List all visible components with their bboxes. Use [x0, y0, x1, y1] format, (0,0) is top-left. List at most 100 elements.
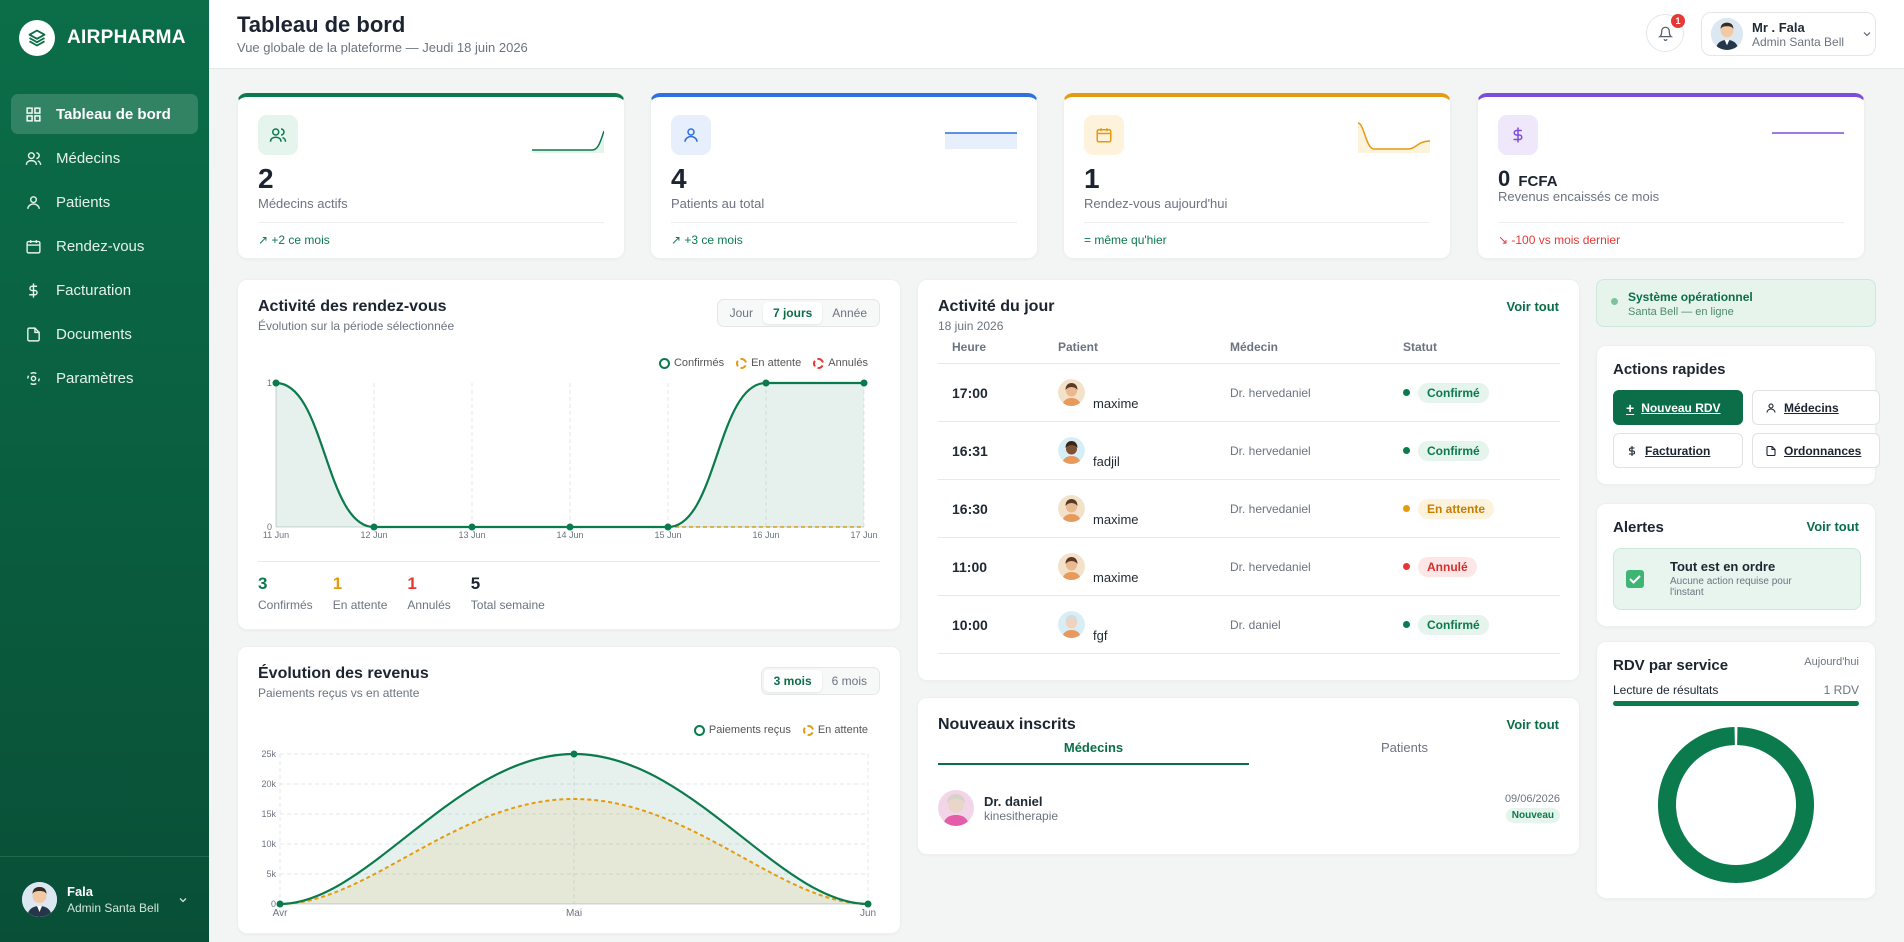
sidebar-item-settings[interactable]: Paramètres: [11, 358, 198, 398]
y-tick-label: 15k: [261, 809, 276, 819]
tab-year[interactable]: Année: [832, 306, 867, 320]
donut-slice: [1658, 727, 1814, 883]
series-area: [280, 754, 868, 904]
button-label: Médecins: [1784, 400, 1839, 415]
stat-card-appointments[interactable]: 1 Rendez-vous aujourd'hui = même qu'hier: [1063, 93, 1451, 259]
system-status-title: Système opérationnel: [1628, 290, 1753, 304]
x-tick-label: 17 Jun: [850, 530, 877, 540]
sidebar: AIRPHARMA Tableau de bord Médecins Patie…: [0, 0, 209, 942]
sidebar-item-doctors[interactable]: Médecins: [11, 138, 198, 178]
table-row[interactable]: 16:31 fadjil Dr. hervedaniel Confirmé: [938, 422, 1560, 480]
legend-item[interactable]: Confirmés: [658, 357, 725, 369]
cell-patient: fadjil: [1048, 437, 1220, 469]
stat-card-doctors[interactable]: 2 Médecins actifs ↗ +2 ce mois: [237, 93, 625, 259]
cell-patient: maxime: [1048, 495, 1220, 527]
alert-item: Tout est en ordre Aucune action requise …: [1613, 548, 1861, 610]
users-icon: [258, 115, 298, 155]
users-icon: [25, 151, 42, 165]
divider: [671, 222, 1017, 223]
sidebar-item-appointments[interactable]: Rendez-vous: [11, 226, 198, 266]
legend-marker: [802, 724, 814, 736]
patient-name: fgf: [1093, 628, 1108, 643]
stat-unit: FCFA: [1518, 173, 1558, 190]
summary-value: 1: [332, 574, 343, 593]
column-header[interactable]: Heure: [952, 340, 987, 354]
new-appointment-button[interactable]: + Nouveau RDV: [1613, 390, 1743, 425]
tab-doctors[interactable]: Médecins: [938, 740, 1249, 765]
see-all-link[interactable]: Voir tout: [1806, 519, 1859, 534]
tab-6-months[interactable]: 6 mois: [831, 674, 867, 688]
legend-item[interactable]: En attente: [736, 357, 801, 369]
data-point: [570, 750, 578, 758]
table-header: Heure Patient Médecin Statut: [938, 340, 1560, 364]
cell-time: 16:30: [952, 500, 988, 517]
tab-patients[interactable]: Patients: [1381, 740, 1428, 755]
legend-item[interactable]: Annulés: [813, 357, 868, 369]
divider: [258, 561, 880, 562]
sparkline: [945, 132, 1017, 149]
calendar-icon: [1084, 115, 1124, 155]
legend-label: Confirmés: [673, 357, 725, 369]
x-tick-label: 16 Jun: [752, 530, 779, 540]
stat-label: Revenus encaissés ce mois: [1498, 189, 1660, 204]
settings-icon: [27, 371, 40, 385]
legend-label: En attente: [751, 357, 802, 369]
stat-card-revenue[interactable]: 0 FCFA Revenus encaissés ce mois ↘ -100 …: [1477, 93, 1865, 259]
user-menu[interactable]: Mr . Fala Admin Santa Bell: [1701, 12, 1876, 56]
tab-day[interactable]: Jour: [729, 306, 753, 320]
patient-name: fadjil: [1093, 454, 1120, 469]
sidebar-item-label: Paramètres: [56, 369, 134, 387]
table-row[interactable]: 17:00 maxime Dr. hervedaniel Confirmé: [938, 364, 1560, 422]
status-dot: [1403, 505, 1410, 512]
brand[interactable]: AIRPHARMA: [0, 0, 209, 76]
summary-label: Confirmés: [258, 598, 313, 612]
table-row[interactable]: 16:30 maxime Dr. hervedaniel En attente: [938, 480, 1560, 538]
sidebar-item-documents[interactable]: Documents: [11, 314, 198, 354]
notifications-button[interactable]: 1: [1646, 14, 1685, 52]
see-all-link[interactable]: Voir tout: [1506, 299, 1559, 314]
status-dot: [1403, 621, 1410, 628]
status-dot: [1403, 389, 1410, 396]
avatar: [938, 790, 974, 826]
x-tick-label: 14 Jun: [556, 530, 583, 540]
appointments-line-chart: 0 1 11 Jun 12 Jun 13 Jun 14 Jun 15 Jun 16 Jun 17…: [263, 378, 878, 540]
summary-value: 5: [470, 574, 481, 593]
cell-doctor: Dr. hervedaniel: [1230, 559, 1311, 574]
legend-item[interactable]: En attente: [802, 724, 868, 736]
status-badge: Confirmé: [1418, 614, 1489, 635]
sidebar-item-dashboard[interactable]: Tableau de bord: [11, 94, 198, 134]
stat-card-patients[interactable]: 4 Patients au total ↗ +3 ce mois: [650, 93, 1038, 259]
period-selector: 3 mois 6 mois: [760, 667, 880, 695]
system-status-card: Système opérationnel Santa Bell — en lig…: [1596, 279, 1876, 327]
cell-time: 11:00: [952, 558, 988, 575]
see-all-link[interactable]: Voir tout: [1506, 717, 1559, 732]
chevron-down-icon[interactable]: [177, 894, 189, 906]
alert-detail: Aucune action requise pour l'instant: [1670, 576, 1792, 598]
doctors-button[interactable]: Médecins: [1752, 390, 1880, 425]
today-activity-card: Activité du jour 18 juin 2026 Voir tout …: [917, 279, 1580, 681]
avatar: [22, 882, 57, 917]
list-item[interactable]: Dr. daniel kinesitherapie 09/06/2026 Nou…: [938, 790, 1560, 826]
tab-7-days[interactable]: 7 jours: [762, 302, 823, 324]
alerts-card: Alertes Voir tout Tout est en ordre Aucu…: [1596, 503, 1876, 627]
tab-3-months[interactable]: 3 mois: [763, 670, 822, 692]
sidebar-user[interactable]: Fala Admin Santa Bell: [0, 856, 209, 942]
sidebar-item-billing[interactable]: Facturation: [11, 270, 198, 310]
legend-item[interactable]: Paiements reçus: [693, 724, 791, 736]
billing-button[interactable]: Facturation: [1613, 433, 1743, 468]
column-header[interactable]: Patient: [1058, 340, 1099, 354]
column-header[interactable]: Médecin: [1230, 340, 1279, 354]
stat-trend-text: = même qu'hier: [1084, 233, 1167, 247]
stat-value: 2: [258, 163, 274, 194]
x-tick-label: 13 Jun: [458, 530, 485, 540]
table-row[interactable]: 11:00 maxime Dr. hervedaniel Annulé: [938, 538, 1560, 596]
signups-tabs: Médecins Patients: [938, 740, 1560, 765]
service-count: 1 RDV: [1823, 683, 1859, 697]
activity-summary: 3 Confirmés 1 En attente 1 Annulés 5 Total s…: [258, 574, 565, 612]
sidebar-item-label: Patients: [56, 193, 111, 211]
column-header[interactable]: Statut: [1403, 340, 1437, 354]
table-row[interactable]: 10:00 fgf Dr. daniel Confirmé: [938, 596, 1560, 654]
prescriptions-button[interactable]: Ordonnances: [1752, 433, 1880, 468]
data-point: [566, 523, 574, 531]
sidebar-item-patients[interactable]: Patients: [11, 182, 198, 222]
